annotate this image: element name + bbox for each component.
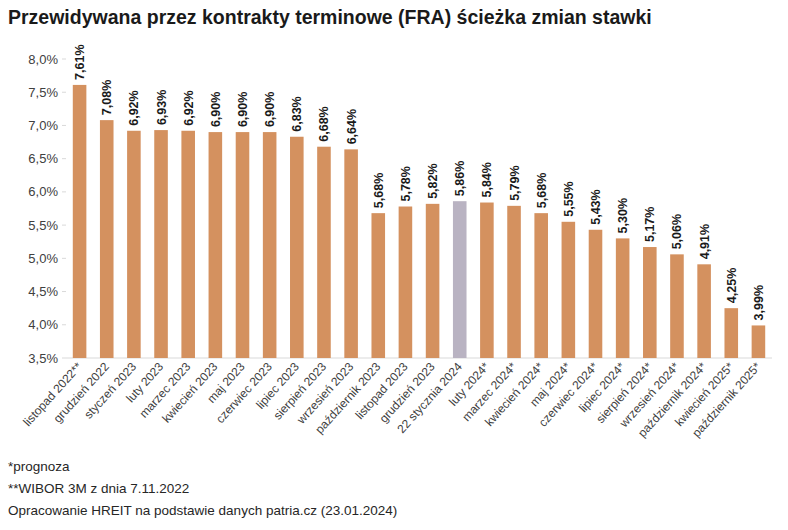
x-axis: listopad 2022**grudzień 2022styczeń 2023… [20,359,763,440]
y-axis: 3,5% 4,0% 4,5% 5,0% 5,5% 6,0% 6,5% 7,0% 7,5% 8,0% [28,52,66,366]
tick-mark [62,358,66,359]
data-label: 5,79% [508,165,522,200]
data-label: 6,90% [236,92,250,127]
bar [453,201,467,358]
bar [290,137,304,358]
data-label: 3,99% [752,285,766,320]
bar [263,132,277,358]
y-tick-label: 5,5% [28,218,58,233]
y-tick-label: 4,0% [28,317,58,332]
x-tick-label: październik 2025* [689,359,763,440]
bar [236,132,250,358]
bar [181,131,195,358]
y-tick-label: 7,0% [28,118,58,133]
bar [534,213,548,358]
y-tick-label: 3,5% [28,351,58,366]
data-label: 6,68% [317,106,331,141]
y-tick-label: 6,0% [28,184,58,199]
data-label: 6,92% [127,90,141,125]
bar [371,213,385,358]
bar [616,238,630,358]
chart: Przewidywana przez kontrakty terminowe (… [0,0,788,530]
tick-mark [62,158,66,159]
data-label: 5,86% [453,161,467,196]
data-label: 7,61% [73,44,87,79]
data-label: 5,30% [616,198,630,233]
y-tick-label: 7,5% [28,85,58,100]
footnote: Opracowanie HREIT na podstawie danych pa… [8,503,397,518]
bar [73,85,87,358]
data-label: 6,83% [290,96,304,131]
data-label: 6,93% [155,90,169,125]
footnote: **WIBOR 3M z dnia 7.11.2022 [8,481,189,496]
y-tick-label: 5,0% [28,251,58,266]
data-label: 5,43% [589,189,603,224]
bar [752,325,766,358]
data-label: 5,78% [399,166,413,201]
tick-mark [62,258,66,259]
data-label: 6,90% [209,92,223,127]
bar [480,203,494,358]
tick-mark [62,191,66,192]
data-label: 7,08% [100,80,114,115]
tick-mark [62,59,66,60]
bar [589,230,603,358]
data-label: 5,17% [643,207,657,242]
data-label: 6,90% [263,92,277,127]
data-label: 5,55% [562,181,576,216]
tick-mark [62,291,66,292]
data-label: 5,84% [480,162,494,197]
bar [670,254,684,358]
tick-mark [62,92,66,93]
footnote: *prognoza [8,459,70,474]
bar [344,149,358,358]
data-label: 6,64% [345,109,359,144]
bar [426,204,440,358]
bar [399,207,413,358]
y-tick-label: 6,5% [28,151,58,166]
y-tick-label: 8,0% [28,52,58,67]
data-label: 4,25% [725,268,739,303]
bar [100,120,114,358]
bars [73,85,765,358]
tick-mark [62,324,66,325]
bar [209,132,223,358]
bar [562,222,576,358]
y-tick-label: 4,5% [28,284,58,299]
bar [697,264,711,358]
bar [154,130,168,358]
x-axis-line [66,358,772,359]
data-label: 5,68% [535,173,549,208]
bar [643,247,657,358]
data-label: 6,92% [182,90,196,125]
bar [724,308,738,358]
data-labels: 7,61% 7,08% 6,92% 6,93% 6,92% 6,90% 6,90% 6,90%… [73,44,766,320]
footnotes: *prognoza **WIBOR 3M z dnia 7.11.2022 Opra… [8,459,397,518]
bar [507,206,521,358]
tick-mark [62,225,66,226]
bar [317,147,331,358]
data-label: 5,82% [426,163,440,198]
bar [127,131,141,358]
data-label: 4,91% [698,224,712,259]
title: Przewidywana przez kontrakty terminowe (… [8,6,652,28]
tick-mark [62,125,66,126]
data-label: 5,06% [670,214,684,249]
data-label: 5,68% [372,173,386,208]
